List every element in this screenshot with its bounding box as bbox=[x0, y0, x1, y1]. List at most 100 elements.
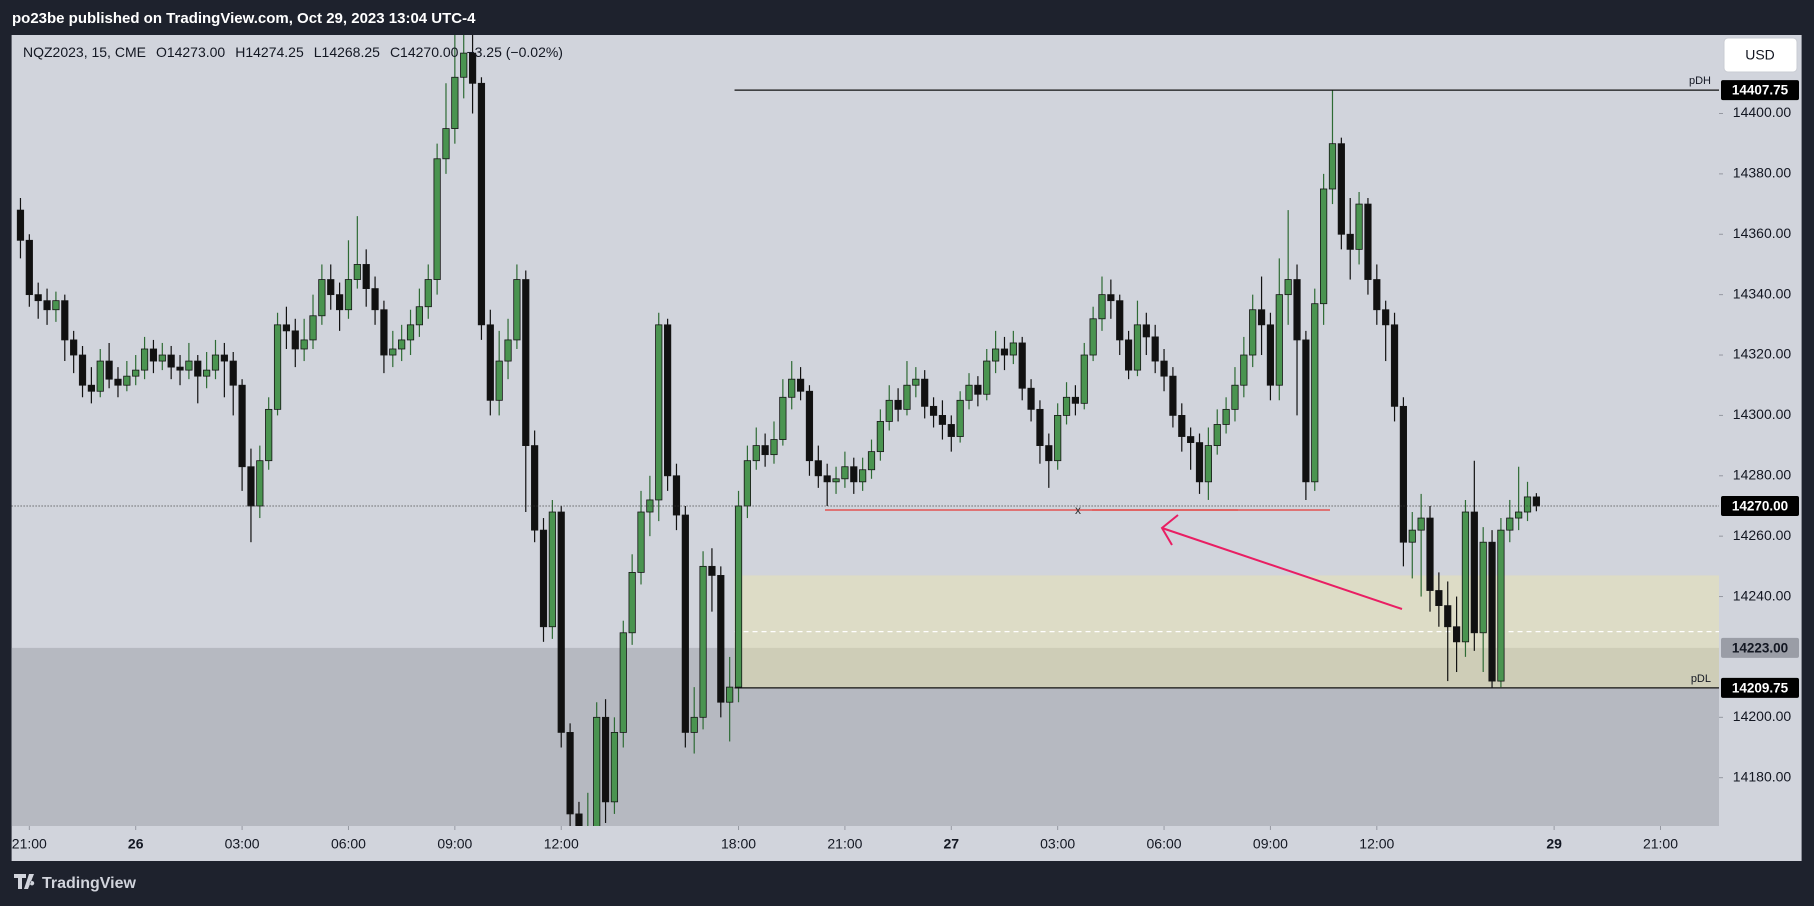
candle-body bbox=[672, 475, 681, 516]
candle-body bbox=[912, 378, 920, 386]
x-tick-label: 18:00 bbox=[721, 836, 756, 852]
candle-body bbox=[522, 279, 530, 446]
candle-body bbox=[1098, 294, 1106, 320]
candle-body bbox=[531, 445, 539, 531]
x-tick-label: 21:00 bbox=[827, 836, 862, 852]
candle-body bbox=[327, 279, 335, 296]
candle-body bbox=[78, 354, 87, 386]
currency-label[interactable]: USD bbox=[1745, 47, 1775, 63]
candle-body bbox=[796, 378, 805, 392]
candle-body bbox=[398, 339, 406, 350]
legend-high: H14274.25 bbox=[235, 44, 304, 60]
candle-body bbox=[123, 375, 131, 386]
candle-body bbox=[16, 209, 25, 241]
candle-body bbox=[619, 632, 627, 733]
candle-body bbox=[805, 390, 814, 462]
candle-body bbox=[1470, 511, 1478, 634]
candle-body bbox=[903, 384, 911, 410]
price-tag-box bbox=[1721, 80, 1799, 101]
candle-body bbox=[894, 399, 902, 410]
price-tag-label: 14209.75 bbox=[1732, 680, 1789, 695]
candle-body bbox=[965, 384, 973, 401]
candle-body bbox=[52, 300, 60, 311]
candle-body bbox=[690, 716, 698, 733]
candle-body bbox=[734, 505, 743, 688]
candle-body bbox=[1444, 605, 1452, 628]
candle-body bbox=[1337, 143, 1345, 235]
candle-body bbox=[1009, 342, 1017, 356]
candle-body bbox=[211, 354, 220, 371]
x-tick-label: 06:00 bbox=[331, 836, 366, 852]
candle-body bbox=[1417, 517, 1425, 531]
candle-body bbox=[548, 511, 556, 628]
candle-body bbox=[229, 360, 237, 386]
candle-body bbox=[1364, 203, 1372, 280]
candle-body bbox=[504, 339, 512, 362]
candle-body bbox=[1488, 541, 1496, 682]
footer-brand: TradingView bbox=[42, 875, 137, 892]
candle-body bbox=[451, 76, 459, 129]
candle-body bbox=[176, 366, 184, 371]
candle-body bbox=[655, 324, 663, 501]
candle-body bbox=[1222, 408, 1230, 425]
candle-body bbox=[265, 408, 273, 462]
candle-body bbox=[788, 378, 796, 398]
candle-body bbox=[1027, 387, 1035, 410]
candle-body bbox=[708, 565, 716, 576]
back-layer bbox=[11, 575, 1720, 826]
candle-body bbox=[752, 445, 760, 462]
x-tick-label: 03:00 bbox=[1040, 836, 1075, 852]
candle-body bbox=[681, 514, 689, 733]
candle-body bbox=[1089, 318, 1097, 356]
candle-body bbox=[486, 324, 494, 401]
y-tick-label: 14300.00 bbox=[1733, 406, 1792, 422]
y-tick-label: 14320.00 bbox=[1733, 346, 1792, 362]
publish-header: po23be published on TradingView.com, Oct… bbox=[12, 10, 476, 27]
candle-body bbox=[1532, 496, 1540, 507]
price-tag-box bbox=[1721, 637, 1799, 658]
x-tick-label: 27 bbox=[944, 836, 960, 852]
candle-body bbox=[25, 239, 33, 296]
candle-body bbox=[34, 294, 42, 302]
currency-button[interactable] bbox=[1723, 37, 1798, 73]
candle-body bbox=[610, 732, 619, 803]
candle-body bbox=[203, 369, 211, 377]
candle-body bbox=[513, 279, 521, 341]
candle-body bbox=[575, 813, 583, 826]
candle-body bbox=[814, 460, 822, 477]
y-tick-label: 14240.00 bbox=[1733, 587, 1792, 603]
candle-body bbox=[1116, 300, 1124, 341]
x-tick-label: 06:00 bbox=[1147, 836, 1182, 852]
candle-body bbox=[43, 300, 51, 311]
candle-body bbox=[1266, 324, 1275, 386]
candle-body bbox=[1187, 436, 1195, 443]
legend-change: −3.25 (−0.02%) bbox=[466, 44, 563, 60]
candle-body bbox=[1320, 188, 1328, 305]
candle-body bbox=[664, 324, 672, 477]
candle-body bbox=[1169, 375, 1177, 416]
candle-body bbox=[1506, 517, 1514, 531]
candle-body bbox=[1311, 303, 1319, 483]
candle-body bbox=[1497, 529, 1505, 682]
y-tick-label: 14280.00 bbox=[1733, 466, 1792, 482]
level-tag: pDL bbox=[1691, 673, 1711, 685]
y-tick-label: 14180.00 bbox=[1733, 768, 1792, 784]
candle-body bbox=[1249, 309, 1257, 356]
candle-body bbox=[1284, 279, 1292, 296]
candle-body bbox=[743, 460, 751, 507]
x-marker: x bbox=[1075, 503, 1081, 517]
candle-body bbox=[1107, 294, 1115, 302]
x-tick-label: 21:00 bbox=[1643, 836, 1678, 852]
x-tick-label: 03:00 bbox=[225, 836, 260, 852]
candle-body bbox=[1399, 405, 1408, 543]
candle-body bbox=[539, 529, 548, 628]
candle-body bbox=[220, 354, 228, 362]
candle-body bbox=[256, 460, 264, 507]
candle-body bbox=[336, 294, 344, 311]
candle-body bbox=[637, 511, 645, 573]
candle-body bbox=[1195, 442, 1204, 483]
candle-body bbox=[406, 324, 415, 341]
candle-body bbox=[885, 399, 893, 422]
candle-body bbox=[433, 158, 441, 280]
candle-body bbox=[273, 324, 282, 410]
